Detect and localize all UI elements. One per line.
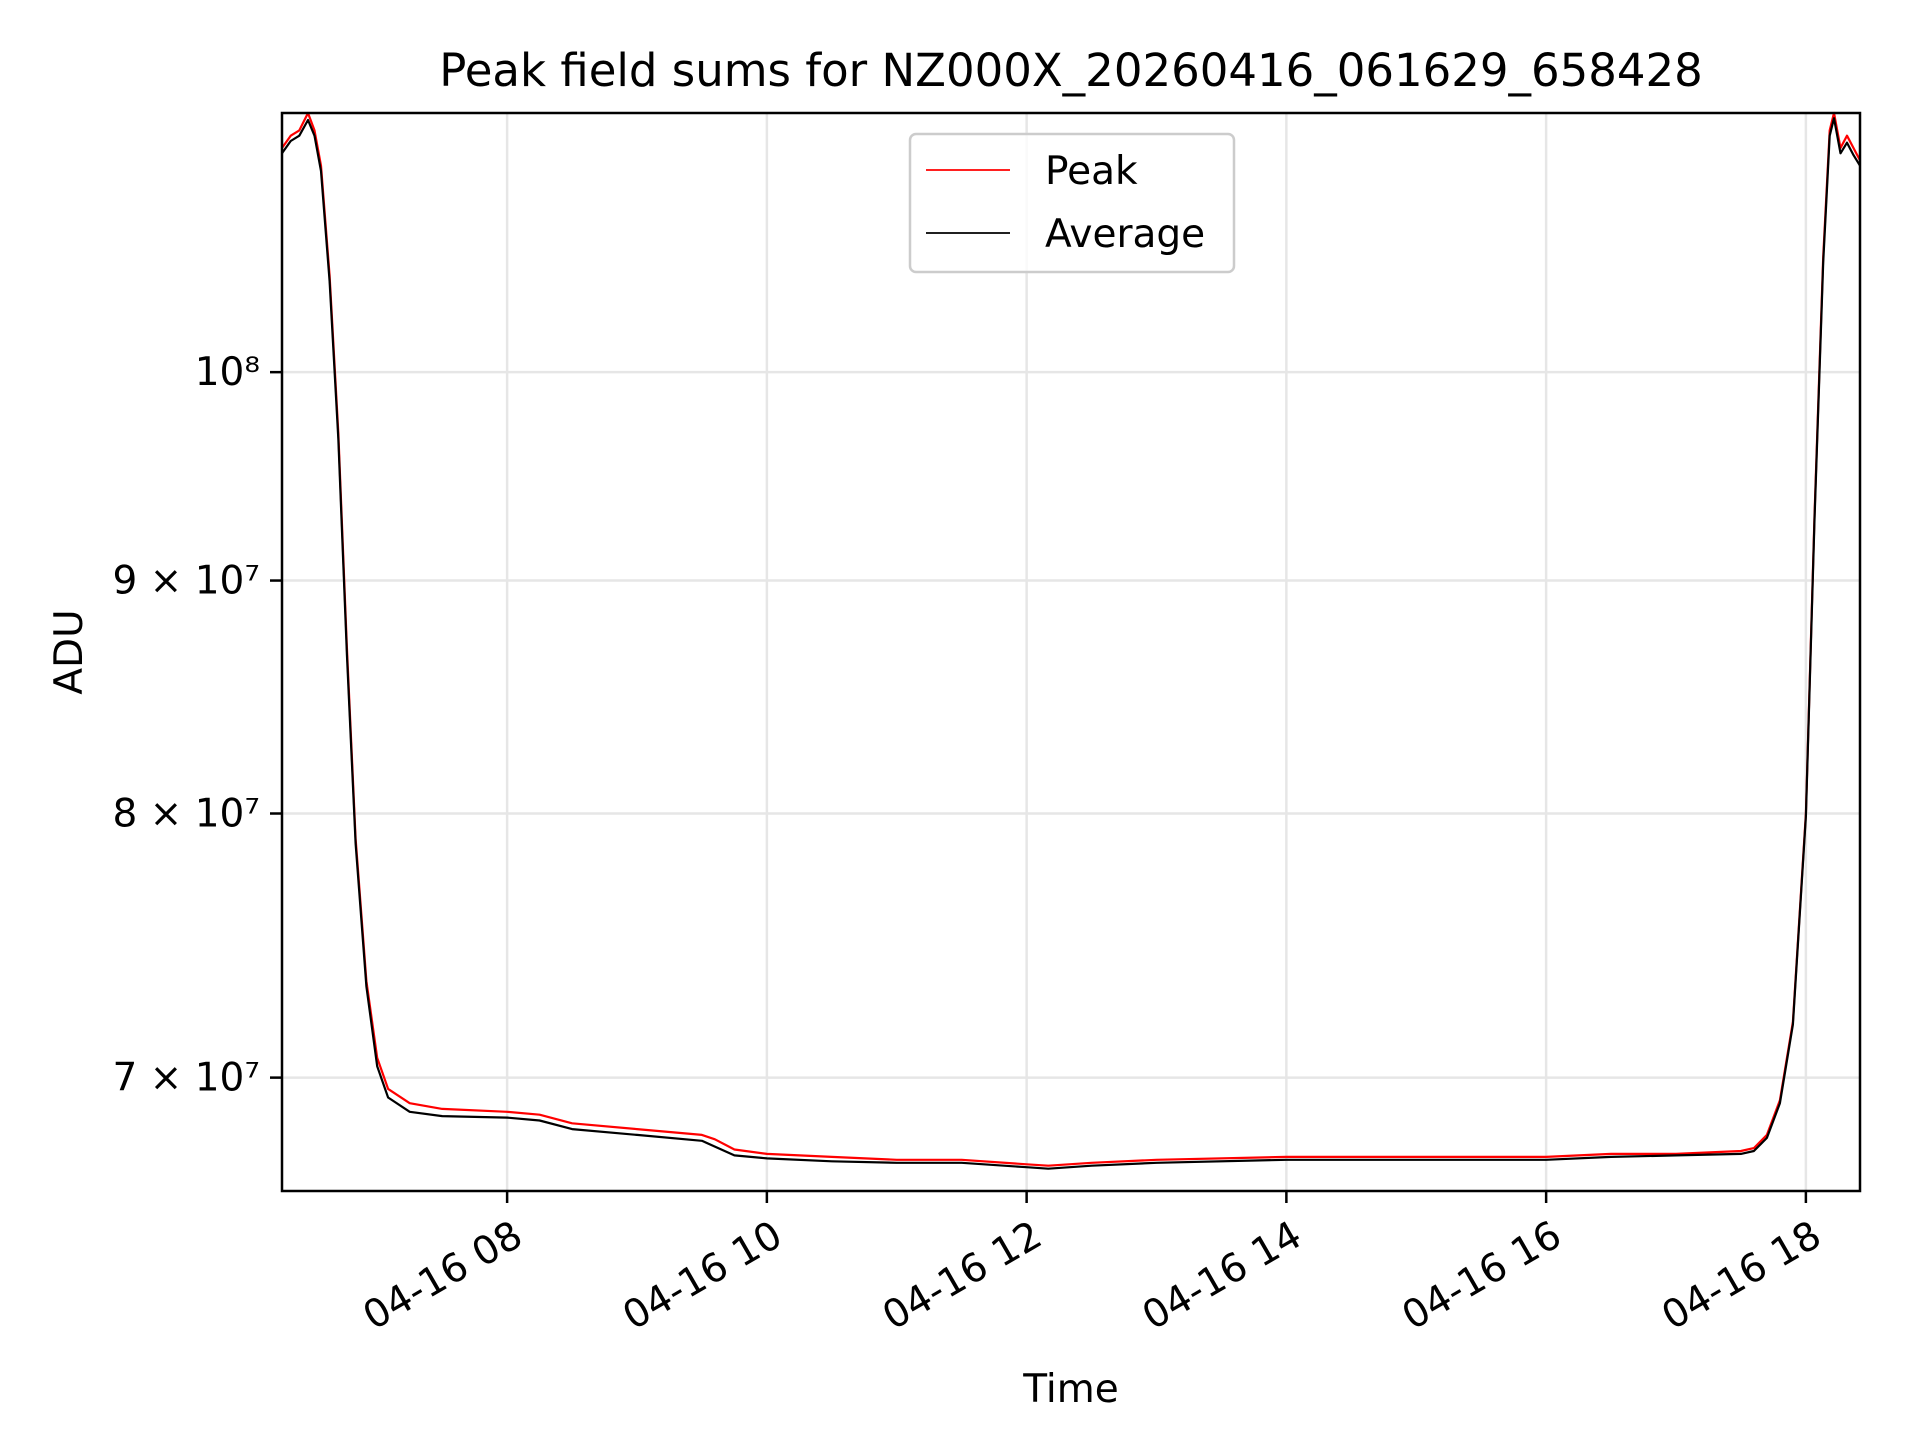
legend: Peak Average [908, 132, 1236, 274]
y-axis-ticks: 7 × 10⁷ 8 × 10⁷ 9 × 10⁷ 10⁸ [112, 350, 282, 1101]
plot-frame [280, 111, 1862, 1193]
legend-label-average: Average [1045, 212, 1205, 257]
y-axis-label: ADU [47, 609, 92, 694]
grid-lines [282, 113, 1860, 1191]
y-tick-label: 8 × 10⁷ [112, 792, 260, 837]
x-axis-label: Time [1022, 1367, 1118, 1412]
y-tick-label: 10⁸ [195, 350, 260, 395]
y-tick-label: 7 × 10⁷ [112, 1056, 260, 1101]
y-tick-label: 9 × 10⁷ [112, 559, 260, 604]
plot-series [281, 111, 1861, 1170]
legend-box [908, 132, 1236, 274]
legend-label-peak: Peak [1045, 149, 1138, 194]
chart-title: Peak field sums for NZ000X_20260416_0616… [439, 44, 1703, 97]
series-line-average [281, 117, 1861, 1170]
